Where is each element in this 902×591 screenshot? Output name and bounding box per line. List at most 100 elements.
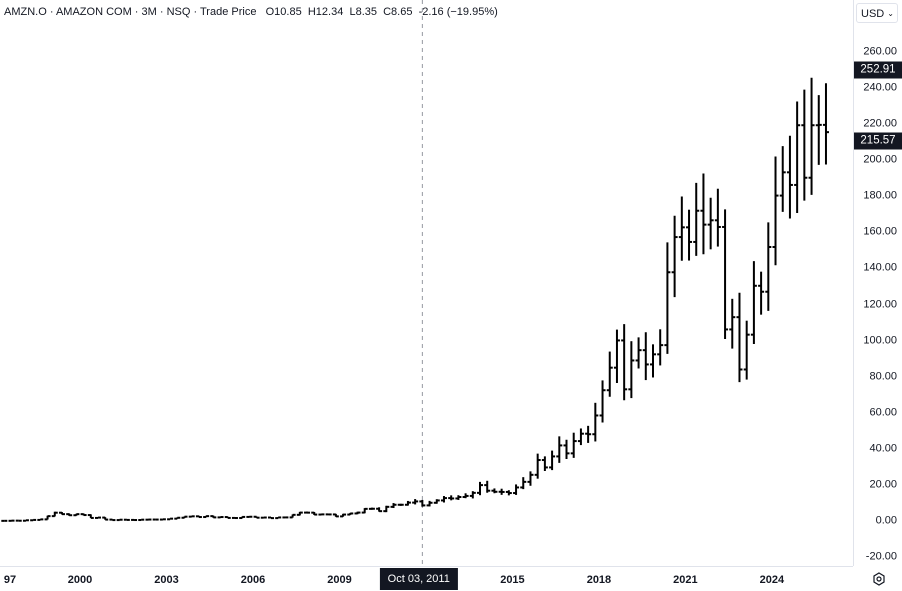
ohlc-bar	[362, 508, 368, 513]
ohlc-bar	[527, 471, 533, 485]
ohlc-bar	[520, 477, 526, 489]
ohlc-bar	[614, 330, 620, 383]
y-tick-label: 120.00	[863, 298, 897, 311]
y-tick-label: -20.00	[866, 551, 897, 564]
ohlc-bar	[218, 517, 224, 518]
ohlc-bar	[542, 456, 548, 471]
y-tick-label: 100.00	[863, 334, 897, 347]
y-tick-label: 200.00	[863, 154, 897, 167]
ohlc-bar	[535, 454, 541, 479]
ohlc-bar	[347, 513, 353, 515]
ohlc-bar	[729, 299, 735, 349]
ohlc-bar	[23, 520, 29, 521]
y-tick-label: 220.00	[863, 118, 897, 131]
ohlc-bar	[261, 517, 267, 518]
settings-icon[interactable]	[872, 572, 886, 586]
ohlc-bar	[282, 517, 288, 518]
ohlc-bar	[376, 507, 382, 511]
ohlc-bar	[470, 491, 476, 498]
ohlc-bar	[650, 344, 656, 377]
ohlc-bar	[455, 495, 461, 500]
ohlc-bar	[354, 512, 360, 515]
ohlc-bar	[621, 324, 627, 400]
ohlc-bar	[765, 222, 771, 311]
ohlc-bar	[686, 210, 692, 261]
y-tick-label: 240.00	[863, 82, 897, 95]
ohlc-bar	[571, 433, 577, 458]
ohlc-bar	[369, 508, 375, 510]
price-chart[interactable]	[0, 0, 853, 566]
y-tick-label: 80.00	[869, 370, 897, 383]
ohlc-bar	[463, 493, 469, 498]
x-tick-label: 2003	[154, 574, 178, 586]
ohlc-bar	[722, 209, 728, 339]
ohlc-bar	[419, 500, 425, 507]
ohlc-bar	[715, 189, 721, 247]
currency-select[interactable]: USD⌄	[856, 3, 898, 23]
x-tick-label: 2024	[760, 574, 784, 586]
ohlc-bar	[448, 495, 454, 500]
ohlc-bar	[297, 512, 303, 516]
ohlc-bar	[585, 426, 591, 443]
ohlc-bar	[182, 516, 188, 518]
y-tick-label: 40.00	[869, 442, 897, 455]
ohlc-bar	[708, 198, 714, 250]
ohlc-bar	[427, 501, 433, 507]
ohlc-bar	[232, 518, 238, 519]
x-tick-label: 2018	[587, 574, 611, 586]
ohlc-bar	[499, 489, 505, 495]
ohlc-bar	[564, 440, 570, 459]
ohlc-bar	[275, 517, 281, 518]
ohlc-bar	[326, 514, 332, 515]
ohlc-bar	[549, 451, 555, 470]
ohlc-bar	[794, 101, 800, 212]
ohlc-bar	[37, 519, 43, 520]
ohlc-bar	[657, 329, 663, 365]
ohlc-bar	[52, 512, 58, 517]
ohlc-bar	[664, 242, 670, 354]
ohlc-bar	[628, 341, 634, 398]
ohlc-bar	[268, 517, 274, 518]
x-tick-label: 2000	[68, 574, 92, 586]
ohlc-bar	[636, 337, 642, 368]
ohlc-bar	[210, 516, 216, 518]
ohlc-bar	[643, 332, 649, 380]
y-tick-label: 180.00	[863, 190, 897, 203]
ohlc-bar	[693, 183, 699, 256]
ohlc-bar	[801, 90, 807, 201]
ohlc-bar	[405, 501, 411, 506]
ohlc-bar	[102, 517, 108, 519]
ohlc-bar	[491, 488, 497, 493]
ohlc-bar	[823, 83, 829, 164]
ohlc-bar	[333, 514, 339, 517]
crosshair-date-label: Oct 03, 2011	[380, 568, 458, 590]
ohlc-bar	[484, 481, 490, 493]
y-tick-label: 0.00	[876, 515, 897, 528]
ohlc-bar	[246, 516, 252, 517]
ohlc-bar	[189, 516, 195, 517]
ohlc-bar	[787, 136, 793, 219]
ohlc-bar	[607, 352, 613, 397]
ohlc-bar	[600, 380, 606, 422]
ohlc-bar	[477, 482, 483, 495]
y-tick-label: 20.00	[869, 478, 897, 491]
ohlc-bar	[578, 428, 584, 445]
ohlc-bar	[311, 512, 317, 515]
last-price-label: 215.57	[854, 133, 902, 150]
ohlc-bar	[773, 157, 779, 266]
ohlc-bar	[304, 512, 310, 514]
ohlc-bar	[318, 514, 324, 515]
ohlc-bar	[225, 517, 231, 518]
ohlc-bar	[88, 514, 94, 518]
ohlc-bar	[254, 516, 260, 517]
ohlc-bar	[383, 506, 389, 512]
ohlc-bar	[340, 514, 346, 517]
ohlc-bar	[736, 293, 742, 382]
ohlc-bar	[391, 503, 397, 508]
ohlc-bar	[160, 519, 166, 520]
ohlc-bar	[66, 513, 72, 515]
ohlc-bar	[81, 514, 87, 516]
ohlc-bar	[434, 499, 440, 503]
ohlc-bar	[816, 95, 822, 165]
